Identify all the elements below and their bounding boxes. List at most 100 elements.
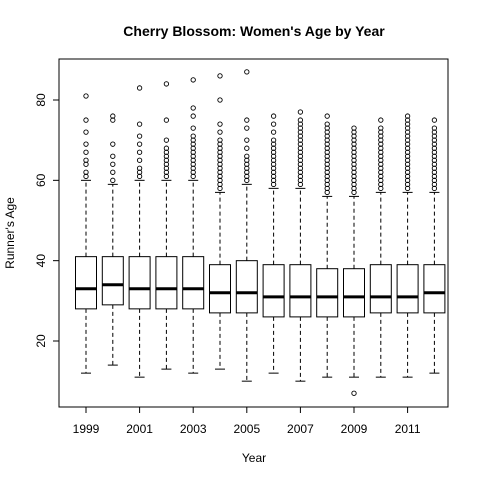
box-2000 [101, 113, 124, 366]
outlier-point [324, 113, 330, 119]
outlier-point [83, 157, 89, 163]
box-2001 [128, 85, 151, 378]
iqr-box-2009 [343, 268, 365, 318]
outlier-point [190, 77, 196, 83]
iqr-box-2003 [182, 256, 205, 310]
outlier-point [190, 113, 196, 119]
box-1999 [75, 93, 97, 374]
iqr-box-2005 [235, 260, 258, 314]
outlier-point [110, 153, 116, 159]
outlier-point [190, 125, 196, 131]
outlier-point [244, 69, 250, 75]
outlier-point [244, 153, 250, 159]
outlier-point [404, 113, 411, 119]
outlier-point [163, 117, 170, 123]
box-2003 [182, 77, 205, 374]
x-tick-label: 2005 [233, 422, 260, 436]
outlier-point [190, 105, 196, 111]
x-tick-label: 1999 [73, 422, 100, 436]
outlier-point [83, 117, 89, 123]
plot-frame [58, 58, 449, 408]
outlier-point [110, 113, 116, 119]
iqr-box-2002 [155, 256, 178, 310]
outlier-point [431, 125, 438, 131]
x-tick-label: 2001 [126, 422, 153, 436]
y-tick-label: 60 [34, 173, 48, 187]
outlier-point [431, 117, 438, 123]
x-tick-label: 2011 [395, 422, 421, 436]
outlier-point [83, 169, 89, 175]
iqr-box-2001 [128, 256, 151, 310]
outlier-point [297, 109, 304, 115]
x-tick-label: 2009 [341, 422, 368, 436]
box-2007 [289, 109, 312, 382]
outlier-point [110, 141, 116, 147]
outlier-point [136, 165, 143, 171]
iqr-box-2011 [396, 264, 419, 314]
iqr-box-2006 [262, 264, 285, 318]
outlier-point [270, 137, 277, 143]
outlier-point [378, 125, 384, 131]
iqr-box-2012 [423, 264, 446, 314]
outlier-point [351, 390, 357, 396]
outlier-point [244, 117, 250, 123]
x-axis-label: Year [242, 451, 266, 465]
x-tick-label: 2003 [180, 422, 207, 436]
outlier-point [83, 129, 89, 135]
y-tick-label: 40 [34, 254, 48, 268]
outlier-point [110, 169, 116, 175]
x-tick-label: 2007 [287, 422, 314, 436]
x-axis: 1999 2001 2003 2005 2007 2009 2011 [73, 407, 421, 436]
outlier-point [83, 141, 89, 147]
box-2010 [369, 117, 392, 378]
box-2005 [235, 69, 258, 382]
box-2008 [316, 113, 339, 378]
outlier-point [83, 149, 89, 155]
outlier-point [136, 157, 143, 163]
outlier-point [244, 125, 250, 131]
box-2002 [155, 81, 178, 370]
y-tick-label: 80 [34, 93, 48, 107]
box-2004 [209, 73, 231, 370]
iqr-box-2000 [101, 256, 124, 306]
box-2006 [262, 113, 285, 374]
outlier-point [217, 73, 223, 79]
outlier-point [217, 97, 223, 103]
outlier-point [110, 177, 116, 183]
outlier-point [110, 161, 116, 167]
iqr-box-2007 [289, 264, 312, 318]
y-axis-label: Runner's Age [3, 197, 17, 269]
outlier-point [297, 117, 304, 123]
iqr-box-2004 [209, 264, 231, 314]
outlier-point [270, 129, 277, 135]
outlier-point [217, 137, 223, 143]
box-2012 [423, 117, 446, 374]
iqr-box-2008 [316, 268, 339, 318]
outlier-point [163, 81, 170, 87]
outlier-point [163, 145, 170, 151]
outlier-point [351, 125, 357, 131]
outlier-point [83, 93, 89, 99]
iqr-box-1999 [75, 256, 97, 310]
outlier-point [217, 121, 223, 127]
y-tick-label: 20 [34, 334, 48, 348]
box-2011 [396, 113, 419, 378]
outlier-point [136, 141, 143, 147]
outlier-point [270, 113, 277, 119]
y-axis: 20 40 60 80 [34, 93, 59, 348]
chart-title: Cherry Blossom: Women's Age by Year [123, 23, 385, 39]
box-series [75, 69, 446, 396]
outlier-point [244, 137, 250, 143]
outlier-point [136, 85, 143, 91]
outlier-point [324, 121, 330, 127]
outlier-point [190, 133, 196, 139]
outlier-point [244, 145, 250, 151]
outlier-point [136, 121, 143, 127]
outlier-point [163, 137, 170, 143]
box-2009 [343, 125, 365, 396]
outlier-point [136, 149, 143, 155]
outlier-point [378, 117, 384, 123]
iqr-box-2010 [369, 264, 392, 314]
outlier-point [217, 129, 223, 135]
